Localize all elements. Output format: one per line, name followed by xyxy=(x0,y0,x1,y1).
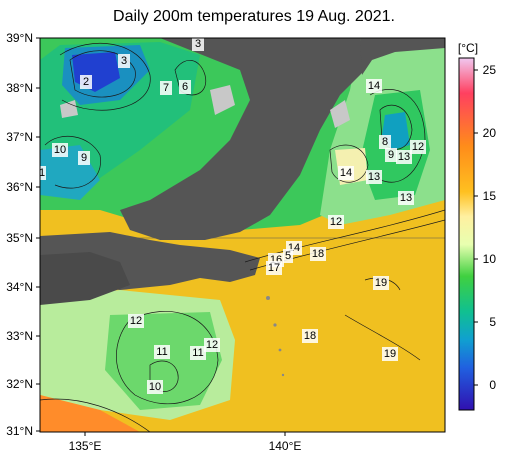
contour-label: 12 xyxy=(412,141,424,153)
contour-label: 7 xyxy=(163,82,169,94)
contour-label: 6 xyxy=(182,81,188,93)
lon-label: 135°E xyxy=(69,439,102,453)
contour-label: 19 xyxy=(375,277,387,289)
map-title: Daily 200m temperatures 19 Aug. 2021. xyxy=(113,8,395,25)
shelf-shallow-1 xyxy=(210,85,235,115)
contour-label: 10 xyxy=(149,381,161,393)
lat-label: 38°N xyxy=(6,81,33,95)
latitude-labels: 39°N 38°N 37°N 36°N 35°N 34°N 33°N 32°N … xyxy=(6,31,33,438)
colorbar-tick: 20 xyxy=(483,126,497,140)
contour-label: 13 xyxy=(368,171,380,183)
lat-label: 35°N xyxy=(6,231,33,245)
contour-label: 18 xyxy=(304,330,316,342)
lat-label: 31°N xyxy=(6,424,33,438)
colorbar-tick: 10 xyxy=(483,252,497,266)
lat-label: 36°N xyxy=(6,180,33,194)
contour-label: 3 xyxy=(121,55,127,67)
land-tohoku-north xyxy=(360,38,445,75)
contour-label: 11 xyxy=(192,347,203,359)
shelf-shallow-3 xyxy=(60,100,78,118)
islands xyxy=(266,296,285,377)
lat-ticks xyxy=(36,37,286,436)
longitude-labels: 135°E 140°E xyxy=(69,439,302,453)
contour-label: 1 xyxy=(39,167,45,179)
colorbar-tick: 15 xyxy=(483,189,497,203)
contour-label: 12 xyxy=(130,315,142,327)
colorbar-gradient xyxy=(458,57,475,411)
lat-label: 33°N xyxy=(6,329,33,343)
colorbar-unit: [°C] xyxy=(458,41,478,55)
land-honshu xyxy=(120,38,365,240)
contour-label: 11 xyxy=(156,346,167,358)
contour-label: 9 xyxy=(388,149,394,161)
contour-label: 14 xyxy=(368,80,380,92)
isotherm-contours xyxy=(40,43,445,432)
contour-label: 13 xyxy=(398,151,410,163)
contour-label: 12 xyxy=(206,339,218,351)
lat-label: 37°N xyxy=(6,130,33,144)
contour-label: 2 xyxy=(83,76,89,88)
lat-label: 34°N xyxy=(6,280,33,294)
contour-label: 14 xyxy=(340,167,352,179)
lon-label: 140°E xyxy=(269,439,302,453)
lat-label: 39°N xyxy=(6,31,33,45)
map-frame xyxy=(39,37,446,433)
contour-label: 17 xyxy=(268,262,280,274)
contour-label: 13 xyxy=(400,192,412,204)
colorbar-tick: 0 xyxy=(489,378,496,392)
contour-label: 18 xyxy=(312,248,324,260)
colorbar-tick: 25 xyxy=(483,63,497,77)
land-west xyxy=(40,252,130,305)
contour-label: 9 xyxy=(81,152,87,164)
contour-label: 5 xyxy=(285,250,291,262)
colorbar-tick: 5 xyxy=(489,315,496,329)
contour-label: 3 xyxy=(195,38,201,50)
contour-label: 19 xyxy=(384,348,396,360)
lat-label: 32°N xyxy=(6,377,33,391)
shelf-shallow-2 xyxy=(330,100,350,128)
contour-label: 8 xyxy=(382,136,388,148)
contour-labels: 3 3 2 7 6 14 10 9 1 8 9 13 12 14 13 13 1… xyxy=(38,37,426,394)
contour-label: 12 xyxy=(330,216,342,228)
contour-label: 10 xyxy=(54,144,66,156)
ocean-south-warm-corner xyxy=(40,395,140,432)
colorbar: [°C] 25 20 15 10 5 0 xyxy=(458,41,497,411)
